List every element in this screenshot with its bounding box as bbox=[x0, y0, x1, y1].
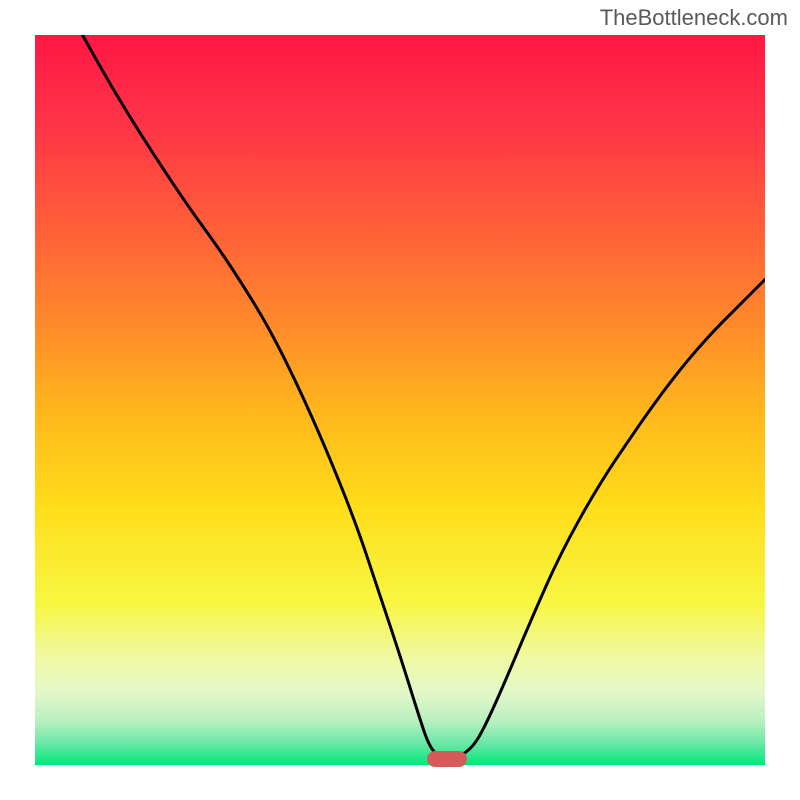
watermark-text: TheBottleneck.com bbox=[600, 5, 788, 31]
plot-area bbox=[35, 35, 765, 765]
bottleneck-curve bbox=[35, 35, 765, 765]
optimal-marker bbox=[427, 751, 467, 767]
chart-container: TheBottleneck.com bbox=[0, 0, 800, 800]
